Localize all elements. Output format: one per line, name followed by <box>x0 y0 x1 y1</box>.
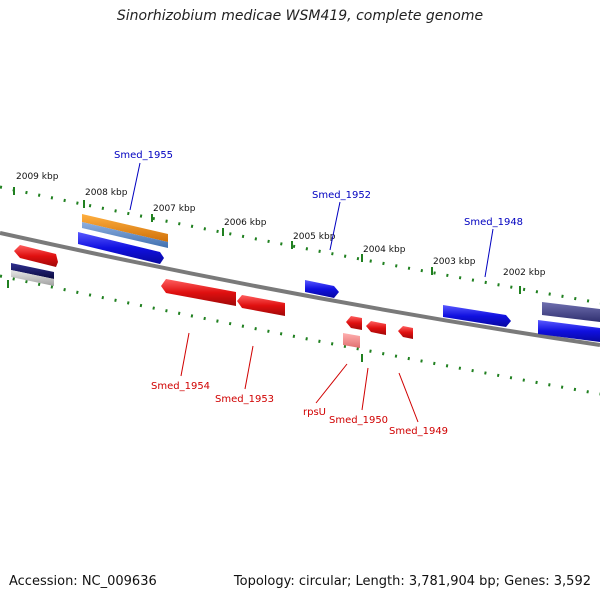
tick-label: 2004 kbp <box>363 245 406 255</box>
tick-label: 2002 kbp <box>503 268 546 278</box>
gene-feature-grey-left[interactable] <box>11 270 54 286</box>
gene-rpsu[interactable] <box>343 333 360 348</box>
tick-label: 2003 kbp <box>433 257 476 267</box>
genome-backbone <box>0 231 600 347</box>
label-smed-1948[interactable]: Smed_1948 <box>464 217 523 228</box>
label-smed-1952[interactable]: Smed_1952 <box>312 190 371 201</box>
tick-label: 2009 kbp <box>16 172 59 182</box>
label-smed-1954[interactable]: Smed_1954 <box>151 381 210 392</box>
label-smed-1949[interactable]: Smed_1949 <box>389 426 448 437</box>
label-smed-1953[interactable]: Smed_1953 <box>215 394 274 405</box>
gene-feature-orange[interactable] <box>82 214 168 242</box>
genome-summary-text: Topology: circular; Length: 3,781,904 bp… <box>233 574 591 589</box>
gene-feature-blue-right[interactable] <box>538 320 600 342</box>
gene-smed-1955[interactable] <box>78 232 164 264</box>
gene-feature-navy-left[interactable] <box>11 263 54 279</box>
gene-feature-red-small-1[interactable] <box>346 316 362 330</box>
label-smed-1950[interactable]: Smed_1950 <box>329 415 388 426</box>
gene-smed-1953[interactable] <box>237 295 285 316</box>
label-rpsu[interactable]: rpsU <box>303 407 326 418</box>
label-smed-1955[interactable]: Smed_1955 <box>114 150 173 161</box>
forward-label-leaders <box>129 162 494 278</box>
gene-smed-1950[interactable] <box>366 321 386 335</box>
gene-feature-steel[interactable] <box>82 222 168 248</box>
gene-feature-purple[interactable] <box>542 302 600 322</box>
major-ticks <box>7 187 521 362</box>
tick-label: 2008 kbp <box>85 188 128 198</box>
tick-label: 2007 kbp <box>153 204 196 214</box>
gene-smed-1954[interactable] <box>161 279 236 306</box>
gene-smed-1952[interactable] <box>305 280 339 298</box>
tick-label: 2005 kbp <box>293 232 336 242</box>
page-title: Sinorhizobium medicae WSM419, complete g… <box>116 8 484 24</box>
accession-text: Accession: NC_009636 <box>9 574 157 589</box>
tick-label: 2006 kbp <box>224 218 267 228</box>
gene-smed-1949[interactable] <box>398 326 413 339</box>
reverse-label-leaders <box>180 332 419 423</box>
gene-feature-red-left[interactable] <box>14 245 58 267</box>
gene-smed-1948[interactable] <box>443 305 511 327</box>
